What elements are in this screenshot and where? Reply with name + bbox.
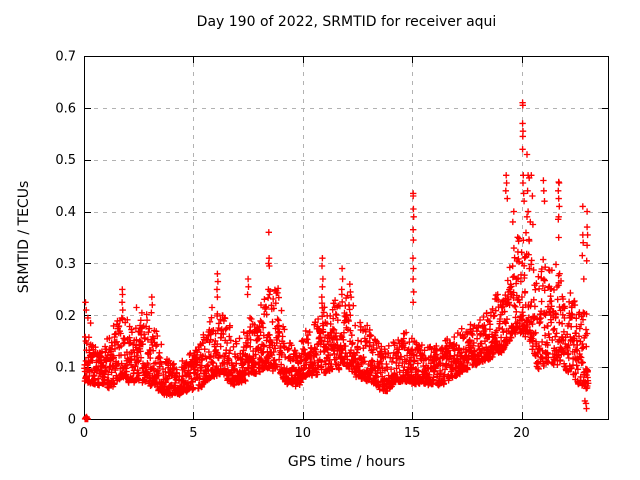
x-tick-label: 0 (80, 426, 88, 441)
y-tick-label: 0.1 (55, 361, 76, 376)
x-tick-label: 15 (404, 426, 421, 441)
y-tick-label: 0.5 (55, 153, 76, 168)
data-points (81, 99, 592, 423)
x-tick-label: 10 (294, 426, 311, 441)
chart-title: Day 190 of 2022, SRMTID for receiver aqu… (196, 14, 497, 30)
y-tick-label: 0.3 (55, 257, 76, 272)
x-tick-label: 5 (189, 426, 197, 441)
y-tick-label: 0.7 (55, 50, 76, 65)
tick-labels: 0 0.1 0.2 0.3 0.4 0.5 0.6 0.7 0 5 10 15 20 (55, 50, 529, 442)
x-tick-label: 20 (513, 426, 530, 441)
y-tick-label: 0.4 (55, 205, 76, 220)
y-tick-label: 0.6 (55, 101, 76, 116)
y-tick-label: 0.2 (55, 309, 76, 324)
x-axis-label: GPS time / hours (287, 454, 406, 470)
y-tick-label: 0 (68, 413, 76, 428)
